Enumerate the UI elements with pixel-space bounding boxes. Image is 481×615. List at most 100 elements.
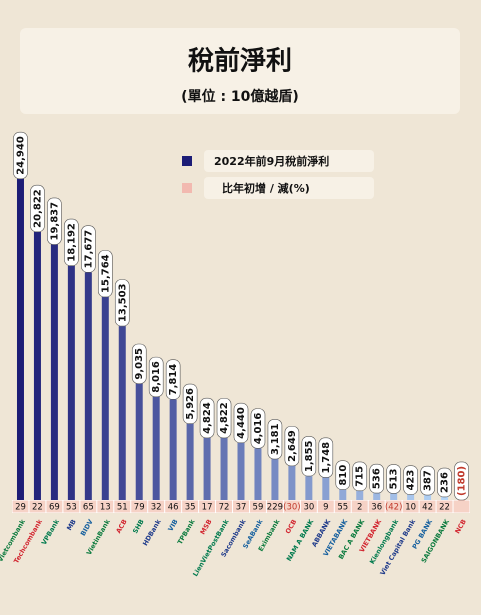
value-label-bg	[352, 461, 368, 492]
change-label: 72	[219, 503, 230, 513]
value-label-bg	[454, 461, 469, 501]
change-cell	[12, 500, 29, 513]
value-label: 9,035	[134, 348, 145, 380]
change-cell	[97, 500, 114, 513]
value-label: 810	[338, 465, 349, 486]
value-label: 18,192	[66, 223, 77, 262]
bar	[16, 178, 24, 500]
change-cell	[114, 500, 131, 513]
change-cell	[351, 500, 368, 513]
legend-swatch	[182, 183, 192, 193]
value-label: 5,926	[185, 388, 196, 420]
value-label: 20,822	[32, 189, 43, 228]
change-cell	[317, 500, 334, 513]
value-label: (180)	[457, 466, 468, 496]
value-label: 8,016	[151, 361, 162, 393]
change-cell	[63, 500, 80, 513]
value-label-bg	[131, 343, 147, 384]
change-cell	[368, 500, 385, 513]
value-label-bg	[81, 225, 96, 273]
change-label: 22	[439, 503, 450, 513]
value-label-bg	[403, 465, 418, 495]
chart-subtitle: (單位 : 10億越盾)	[181, 88, 299, 105]
change-label: 51	[117, 503, 128, 513]
change-cell	[402, 500, 419, 513]
change-label: 55	[337, 503, 348, 513]
value-label-bg	[165, 359, 181, 400]
change-label: (30)	[283, 503, 300, 513]
change-cell	[334, 500, 351, 513]
value-label-bg	[420, 465, 435, 496]
value-label-bg	[335, 460, 351, 490]
value-label-bg	[267, 419, 283, 460]
legend-box	[204, 150, 374, 172]
bar	[339, 489, 347, 500]
value-label: 13,503	[117, 283, 128, 322]
value-label: 1,855	[304, 440, 315, 472]
bar	[135, 383, 143, 500]
value-label: 536	[372, 468, 383, 489]
value-label: 15,764	[100, 254, 111, 293]
bar	[101, 296, 109, 500]
bar	[203, 437, 211, 500]
value-label-bg	[284, 425, 300, 467]
value-label: 4,822	[219, 402, 230, 434]
bar	[254, 448, 262, 500]
bar	[169, 399, 177, 500]
value-label-bg	[148, 356, 164, 398]
change-label: 32	[151, 503, 162, 513]
change-label: 17	[202, 503, 213, 513]
bar	[407, 494, 415, 500]
chart-title: 稅前淨利	[188, 46, 292, 77]
change-cell	[283, 500, 300, 513]
change-cell	[266, 500, 283, 513]
value-label: 3,181	[270, 423, 281, 455]
change-cell	[148, 500, 165, 513]
value-label-bg	[386, 464, 401, 494]
change-cell	[80, 500, 97, 513]
value-label: 7,814	[168, 364, 179, 396]
value-label-bg	[301, 436, 317, 477]
value-label-bg	[250, 408, 266, 449]
change-label: 35	[185, 503, 196, 513]
value-label: 715	[355, 466, 366, 487]
bar	[390, 493, 398, 500]
change-cell	[419, 500, 436, 513]
change-label: 29	[15, 503, 26, 513]
bar	[322, 477, 330, 500]
value-label-bg	[13, 131, 28, 180]
legend-swatch	[182, 156, 192, 166]
bar	[356, 490, 364, 500]
value-label: 513	[389, 468, 400, 489]
value-label: 4,016	[253, 413, 264, 445]
value-label: 4,824	[202, 402, 213, 434]
change-cell	[385, 500, 402, 513]
legend-box	[204, 177, 374, 199]
change-label: 42	[422, 503, 433, 513]
bar	[50, 244, 58, 500]
value-label-bg	[97, 250, 113, 298]
value-label-bg	[216, 397, 232, 439]
change-label: 46	[168, 503, 179, 513]
change-label: 9	[323, 503, 328, 513]
change-label: 10	[405, 503, 416, 513]
change-cell	[29, 500, 46, 513]
value-label-bg	[318, 437, 334, 478]
change-cell	[165, 500, 182, 513]
change-cell	[300, 500, 317, 513]
change-label: 79	[134, 503, 145, 513]
value-label: 423	[406, 470, 417, 491]
value-label-bg	[47, 197, 62, 245]
change-cell	[199, 500, 216, 513]
value-label-bg	[64, 218, 79, 266]
change-label: 2	[357, 503, 362, 513]
bar	[305, 476, 313, 500]
change-cell	[453, 500, 470, 513]
value-label: 1,748	[321, 442, 332, 474]
value-label-bg	[199, 397, 215, 439]
change-label: 36	[371, 503, 382, 513]
bar	[271, 459, 279, 500]
title-box	[20, 28, 460, 114]
